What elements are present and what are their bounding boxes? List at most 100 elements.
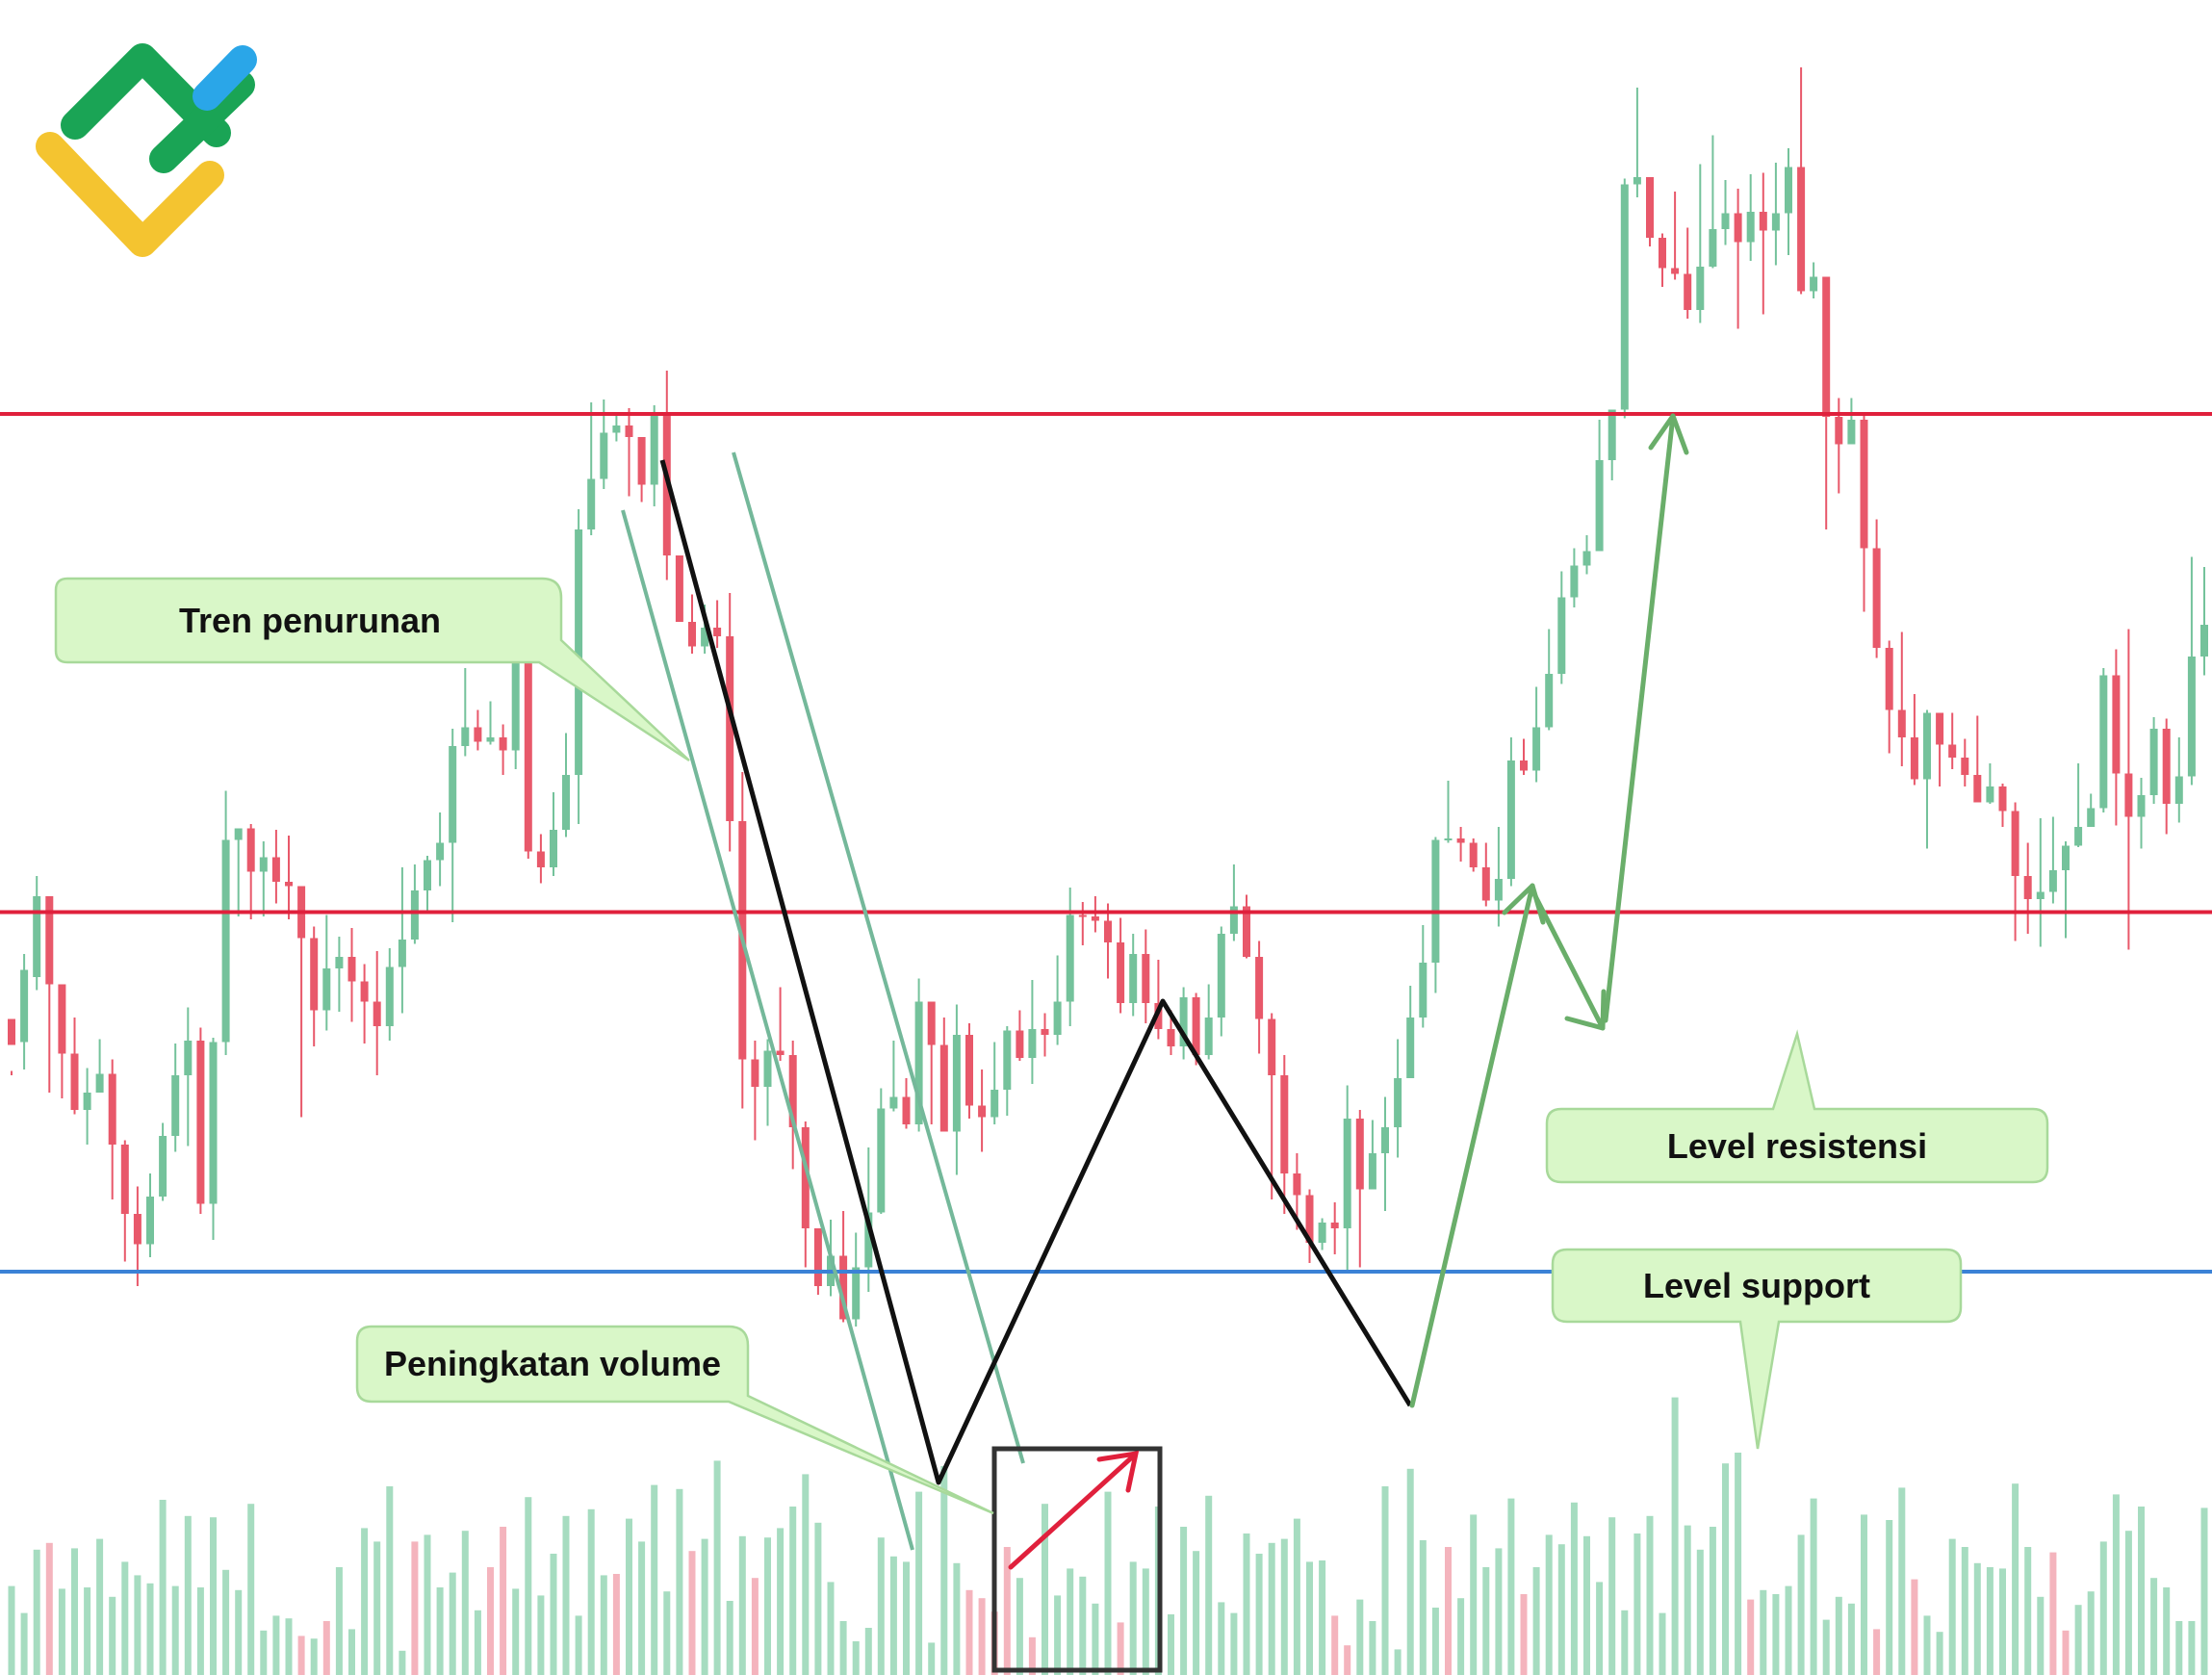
candle-body (1142, 954, 1150, 1003)
volume-bar (1948, 1538, 1956, 1675)
candle (852, 1232, 861, 1327)
candle (461, 668, 470, 757)
candle-body (133, 1214, 141, 1245)
volume-bar (310, 1638, 318, 1675)
volume-bar (1570, 1502, 1578, 1675)
candle-body (763, 1050, 772, 1087)
candle-body (1117, 942, 1125, 1003)
volume-bar (2150, 1578, 2158, 1675)
candle (1028, 980, 1037, 1084)
volume-bar (33, 1549, 40, 1675)
candle (1721, 180, 1730, 245)
callout-downtrend: Tren penurunan (54, 577, 690, 762)
volume-bar (626, 1518, 632, 1675)
volume-bar (487, 1567, 494, 1675)
volume-bar (436, 1587, 444, 1675)
candle (184, 1007, 193, 1147)
candle (1016, 1010, 1024, 1061)
candle (1785, 148, 1792, 255)
candle (688, 594, 696, 654)
candle-body (45, 896, 54, 985)
candle (335, 937, 344, 1012)
candle-body (1545, 674, 1554, 728)
volume-bar (1747, 1599, 1755, 1675)
candle (2074, 763, 2083, 847)
volume-bar (1193, 1551, 1200, 1675)
candle (1734, 189, 1742, 329)
candle (1646, 177, 1654, 246)
volume-bar (600, 1575, 607, 1675)
candle-body (1368, 1153, 1376, 1190)
volume-bar (550, 1554, 557, 1675)
candle-body (1078, 915, 1087, 917)
candle-body (1620, 184, 1629, 410)
candle (952, 1004, 961, 1175)
candle (2124, 629, 2133, 950)
candle (801, 1121, 810, 1268)
volume-bar (1659, 1612, 1666, 1675)
candle (310, 926, 319, 1046)
volume-bar (1847, 1603, 1855, 1675)
candle (726, 593, 734, 852)
candle (2187, 556, 2196, 786)
candle-body (511, 657, 520, 751)
candle-body (385, 966, 394, 1026)
candle-body (2074, 827, 2083, 846)
volume-bar (2138, 1507, 2145, 1675)
candle (813, 1228, 822, 1295)
volume-bar (1532, 1567, 1540, 1675)
volume-bar (1419, 1540, 1427, 1675)
candle-body (1431, 839, 1440, 963)
candle-body (2062, 845, 2070, 870)
volume-bar (1861, 1514, 1867, 1675)
candle (2011, 802, 2019, 941)
volume-bar (1054, 1595, 1062, 1675)
candle (1620, 178, 1629, 419)
channel-line-right (732, 451, 1025, 1464)
volume-bar (1621, 1610, 1629, 1675)
candle-body (952, 1035, 961, 1132)
candle (1532, 686, 1541, 783)
candle (347, 928, 356, 1022)
volume-bar (84, 1587, 91, 1675)
volume-bar (1735, 1453, 1742, 1675)
candle-body (1746, 212, 1755, 243)
candle (1671, 192, 1680, 280)
candle-body (575, 529, 583, 775)
volume-bar (638, 1541, 646, 1675)
volume-bar (864, 1628, 872, 1675)
volume-bar (424, 1534, 431, 1675)
volume-bar (461, 1531, 469, 1675)
candle-body (2087, 808, 2096, 827)
candle (902, 1078, 911, 1129)
volume-bar (738, 1535, 746, 1675)
candle (1229, 864, 1238, 941)
volume-bar (2112, 1494, 2120, 1675)
candle-body (1998, 786, 2007, 812)
volume-bar (1168, 1614, 1174, 1675)
candle-body (1582, 551, 1591, 566)
volume-highlight-box (991, 1446, 1163, 1673)
green-arrow-down (1530, 888, 1606, 1031)
candle (2036, 818, 2045, 947)
volume-bar (2099, 1541, 2107, 1675)
candle (788, 1041, 797, 1170)
candle (776, 987, 784, 1061)
candle (1847, 398, 1856, 445)
volume-bar (1633, 1533, 1641, 1675)
candle (1091, 896, 1099, 933)
candle-body (1633, 177, 1641, 185)
candle (385, 948, 394, 1041)
volume-bar (171, 1585, 179, 1675)
volume-bar (474, 1610, 481, 1675)
candle (424, 856, 431, 913)
candle-body (612, 425, 621, 433)
candle-body (1759, 212, 1767, 231)
volume-bar (1835, 1596, 1842, 1675)
candle (1255, 941, 1264, 1054)
candle (45, 896, 54, 1093)
candle (1684, 227, 1692, 319)
candle (927, 1001, 936, 1124)
candle-body (1204, 1018, 1213, 1055)
volume-bar (1583, 1535, 1590, 1675)
